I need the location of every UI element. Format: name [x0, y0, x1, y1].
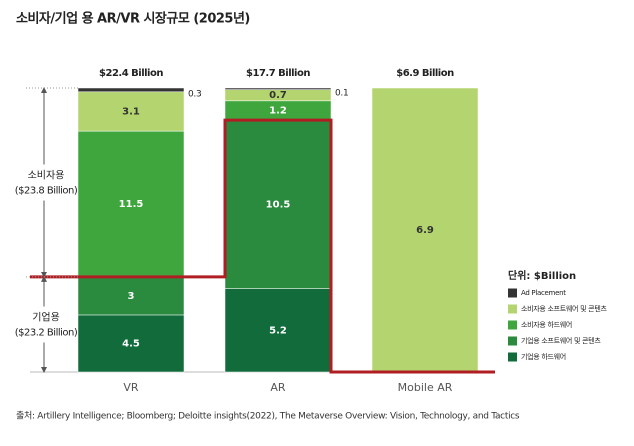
total-label: $22.4 Billion — [99, 68, 163, 79]
legend-label: 기업용 하드웨어 — [521, 352, 566, 361]
x-tick-label: VR — [123, 381, 139, 394]
legend-swatch — [508, 352, 517, 362]
x-tick-label: AR — [270, 381, 286, 394]
legend-title: 단위: $Billion — [508, 269, 576, 282]
data-label: 5.2 — [269, 325, 287, 336]
data-label: 1.2 — [269, 105, 287, 116]
bar-segment — [224, 87, 332, 90]
bar-segment — [77, 87, 185, 93]
total-label: $6.9 Billion — [396, 68, 454, 79]
bar-segment — [77, 91, 185, 132]
group-note: ($23.8 Billion) — [15, 185, 78, 196]
bar-segment — [224, 119, 332, 289]
data-label: 3.1 — [122, 106, 140, 117]
data-label: 0.3 — [188, 89, 201, 99]
data-label: 6.9 — [416, 225, 434, 236]
legend-swatch — [508, 336, 517, 346]
chart-title: 소비자/기업 용 AR/VR 시장규모 (2025년) — [16, 11, 250, 27]
x-tick-label: Mobile AR — [398, 381, 453, 394]
data-label: 4.5 — [122, 338, 140, 349]
bar-segment — [77, 314, 185, 373]
data-label: 11.5 — [119, 199, 144, 210]
group-note: ($23.2 Billion) — [15, 327, 78, 338]
group-label: 기업용 — [32, 310, 60, 323]
legend-swatch — [508, 320, 517, 330]
group-label: 소비자용 — [28, 169, 65, 181]
legend-label: 소비자용 하드웨어 — [521, 320, 572, 329]
source: 출처: Artillery Intelligence; Bloomberg; D… — [16, 410, 520, 422]
highlight-line — [30, 118, 495, 374]
legend-label: Ad Placement — [521, 289, 566, 297]
data-label: 0.7 — [269, 90, 287, 101]
data-label: 10.5 — [266, 199, 291, 210]
legend-label: 소비자용 소프트웨어 및 콘텐츠 — [521, 304, 607, 313]
legend-swatch — [508, 288, 517, 298]
data-label: 3 — [128, 291, 135, 302]
bar-segment — [371, 87, 479, 373]
legend-label: 기업용 소프트웨어 및 콘텐츠 — [521, 336, 601, 345]
bar-segment — [77, 276, 185, 316]
legend-swatch — [508, 304, 517, 314]
total-label: $17.7 Billion — [246, 68, 310, 79]
data-label: 0.1 — [335, 88, 348, 98]
